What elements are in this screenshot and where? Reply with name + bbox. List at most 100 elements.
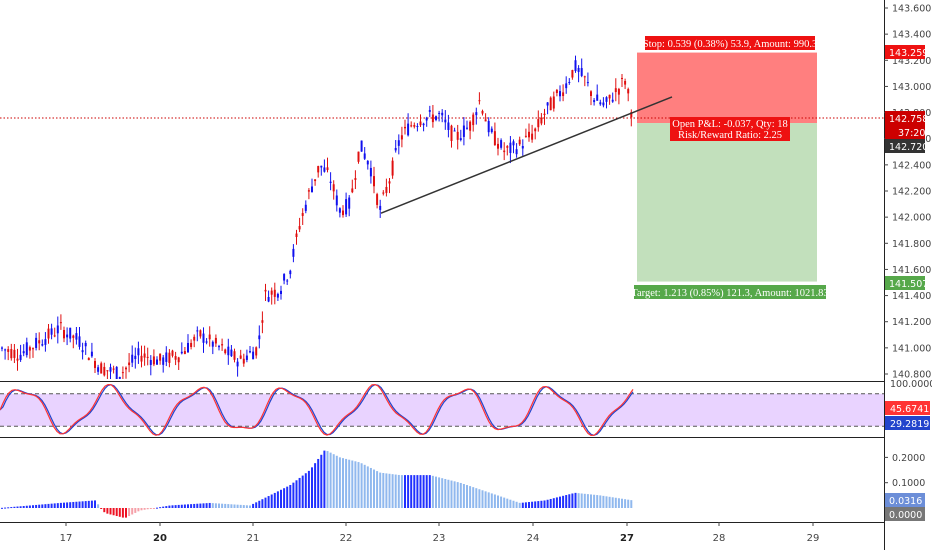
histogram-bar bbox=[87, 500, 90, 508]
candle-body bbox=[478, 100, 481, 102]
candle-body bbox=[59, 322, 62, 324]
candle-body bbox=[431, 114, 434, 123]
histogram-bar bbox=[233, 504, 236, 508]
candle-body bbox=[534, 128, 537, 132]
candle-body bbox=[571, 70, 574, 78]
hist-tick-label: 0.2000 bbox=[892, 453, 925, 464]
candle-body bbox=[162, 357, 165, 365]
histogram-bar bbox=[152, 508, 155, 509]
histogram-bar bbox=[391, 474, 394, 508]
histogram-bar bbox=[180, 504, 183, 508]
candle-body bbox=[531, 133, 534, 140]
candle-body bbox=[363, 153, 366, 159]
candle-body bbox=[568, 81, 571, 83]
histogram-bar bbox=[422, 475, 425, 508]
candle-body bbox=[267, 296, 270, 302]
price-tick-label: 141.200 bbox=[892, 317, 931, 328]
histogram-bar bbox=[134, 508, 137, 513]
candle-body bbox=[332, 184, 335, 192]
stoch-k-badge: 45.6741 bbox=[885, 401, 930, 415]
candle-body bbox=[373, 176, 375, 187]
open-pnl-text: Open P&L: -0.037, Qty: 18 bbox=[672, 119, 788, 130]
candle-body bbox=[543, 113, 546, 115]
hist-tick-label: 0.1000 bbox=[892, 478, 925, 489]
candle-body bbox=[382, 192, 385, 194]
candle-body bbox=[462, 125, 465, 137]
histogram-bar bbox=[531, 501, 534, 508]
histogram-bar bbox=[118, 508, 121, 517]
histogram-bar bbox=[369, 467, 372, 508]
candle-body bbox=[44, 339, 47, 345]
histogram-bar bbox=[146, 508, 149, 510]
histogram-bar bbox=[360, 463, 363, 508]
candle-body bbox=[230, 349, 233, 357]
price-tick-label: 143.000 bbox=[892, 82, 931, 93]
histogram-bar bbox=[202, 503, 205, 508]
histogram-bar bbox=[56, 503, 59, 508]
candle-body bbox=[407, 123, 410, 136]
histogram-bar bbox=[103, 508, 106, 513]
histogram-bar bbox=[90, 500, 93, 508]
histogram-bar bbox=[32, 505, 34, 508]
stop-price-badge: 143.259 bbox=[885, 45, 928, 59]
histogram-bar bbox=[239, 504, 242, 508]
candle-body bbox=[258, 335, 261, 340]
candle-body bbox=[506, 146, 509, 148]
price-axis[interactable]: 143.600143.400143.200143.000142.800142.6… bbox=[884, 4, 931, 381]
candle-body bbox=[602, 102, 605, 106]
histogram-bar bbox=[320, 454, 323, 508]
trendline[interactable] bbox=[380, 96, 673, 214]
position-tool[interactable] bbox=[637, 52, 817, 282]
histogram-bar bbox=[261, 499, 264, 508]
histogram-bar bbox=[509, 499, 512, 508]
time-axis[interactable]: 17 20 21 22 23 24 27 28 29 bbox=[60, 522, 820, 544]
stop-loss-zone[interactable] bbox=[637, 52, 817, 124]
candle-body bbox=[329, 181, 332, 184]
histogram-bar bbox=[332, 454, 335, 508]
candle-body bbox=[599, 102, 602, 105]
candle-body bbox=[171, 350, 174, 356]
histogram-bar bbox=[1, 507, 3, 509]
candle-body bbox=[528, 131, 530, 138]
histogram-bar bbox=[459, 482, 462, 508]
candle-body bbox=[456, 131, 459, 140]
candle-body bbox=[611, 99, 614, 102]
take-profit-zone[interactable] bbox=[637, 123, 817, 282]
histogram-bar bbox=[230, 504, 233, 508]
candle-body bbox=[335, 195, 338, 206]
candle-body bbox=[521, 145, 524, 149]
histogram-bar bbox=[190, 504, 193, 508]
candle-body bbox=[22, 351, 25, 354]
price-tick-label: 143.200 bbox=[892, 56, 931, 67]
candle-body bbox=[38, 340, 41, 344]
histogram-bar bbox=[580, 493, 583, 508]
candle-body bbox=[391, 160, 394, 176]
histogram-bar bbox=[614, 497, 617, 508]
histogram-bar bbox=[431, 475, 434, 508]
histogram-bar bbox=[10, 507, 13, 509]
histogram-bar bbox=[149, 508, 152, 509]
candle-body bbox=[565, 83, 568, 89]
candle-body bbox=[537, 119, 540, 128]
histogram-bar bbox=[617, 498, 620, 508]
histogram-bar bbox=[521, 502, 524, 508]
histogram-bar bbox=[143, 508, 146, 510]
time-tick-label: 20 bbox=[153, 533, 167, 544]
target-label: Target: 1.213 (0.85%) 121.3, Amount: 102… bbox=[631, 285, 829, 299]
histogram-bar bbox=[156, 507, 158, 509]
candle-body bbox=[90, 351, 93, 357]
histogram-bar bbox=[22, 506, 25, 508]
candle-body bbox=[400, 135, 403, 140]
candle-body bbox=[441, 112, 444, 116]
histogram-bar bbox=[450, 480, 453, 508]
candle-body bbox=[326, 167, 329, 170]
histogram-bar bbox=[444, 478, 447, 508]
histogram-bar bbox=[245, 505, 248, 508]
candle-body bbox=[608, 94, 611, 99]
histogram-bar bbox=[583, 493, 586, 508]
histogram-bar bbox=[363, 464, 366, 508]
candle-body bbox=[187, 342, 189, 353]
histogram-bar bbox=[447, 479, 450, 508]
histogram-bar bbox=[298, 477, 301, 508]
